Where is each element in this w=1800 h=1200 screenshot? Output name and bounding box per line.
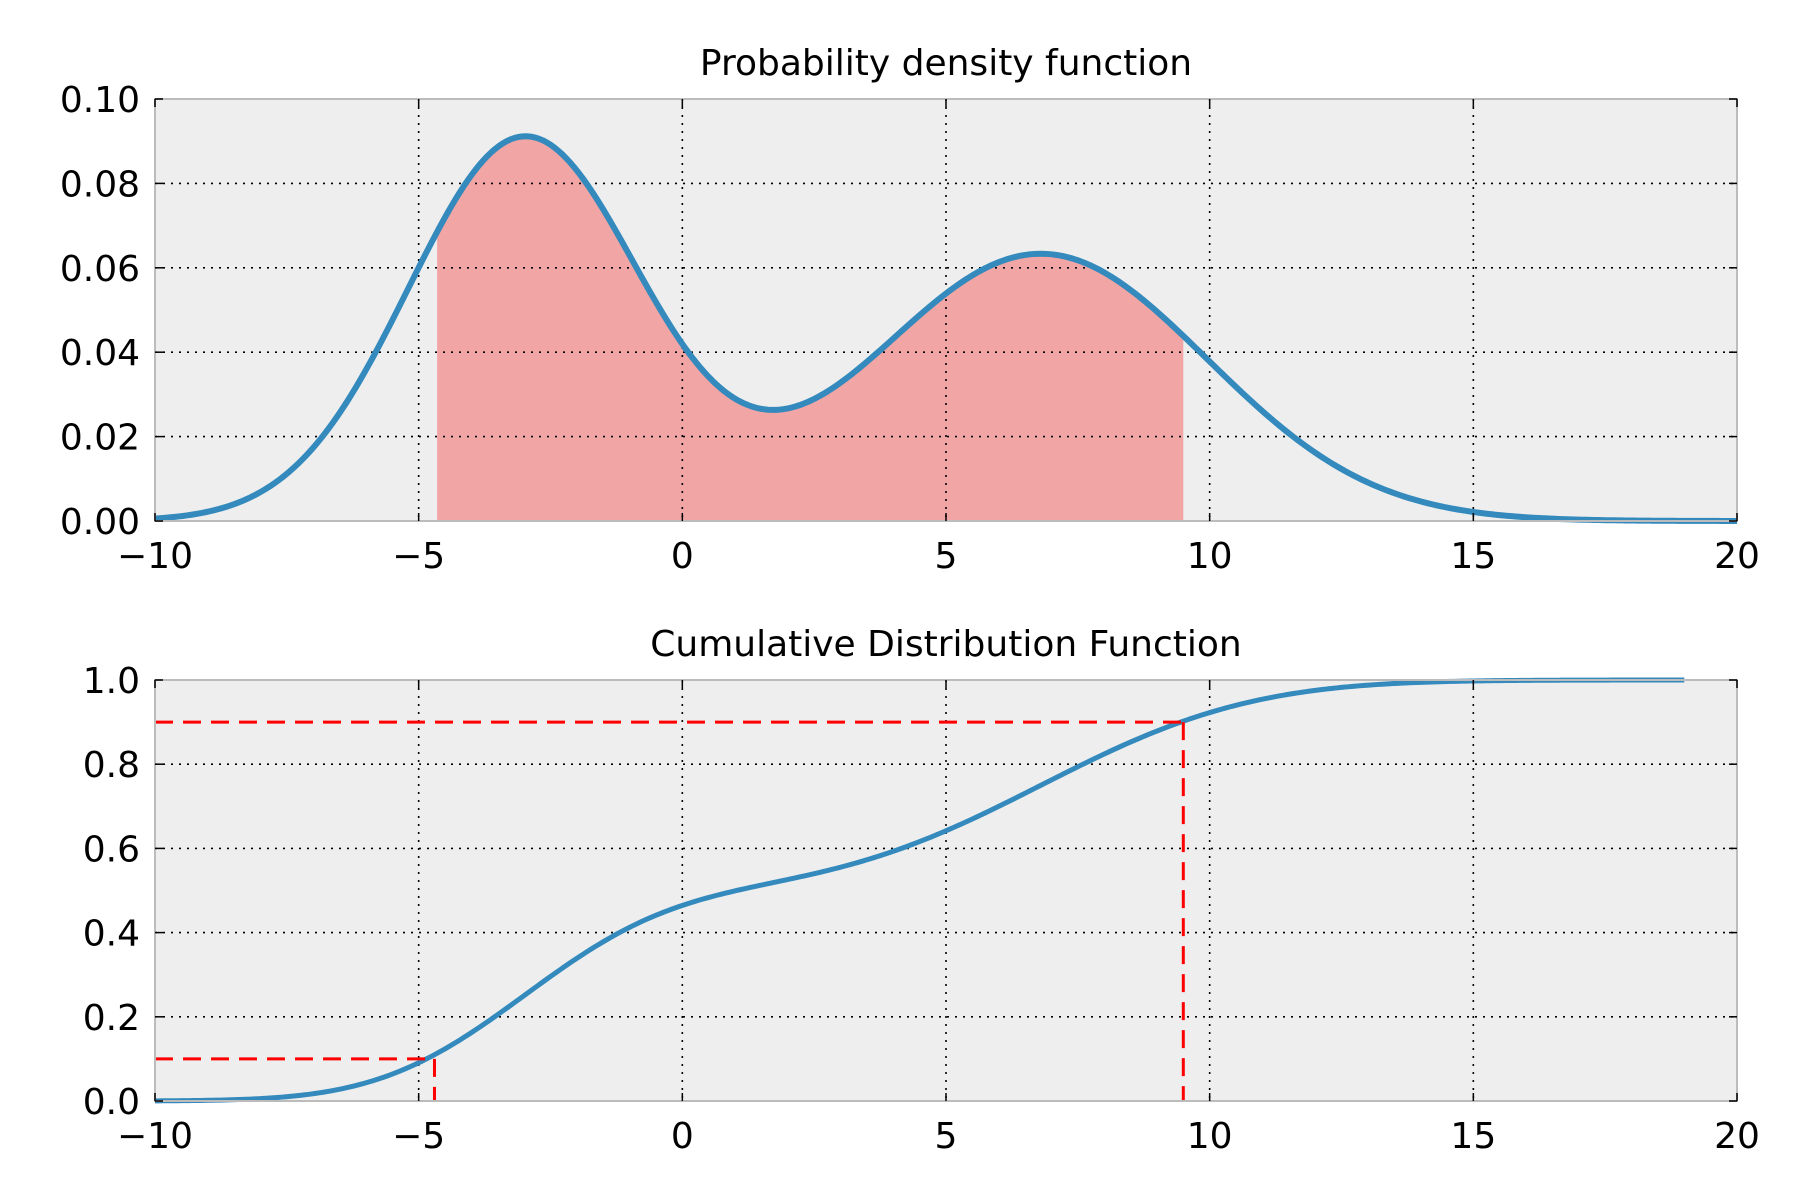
pdf-x-tick-label: 0 [671, 536, 694, 577]
cdf-x-tick-label: 5 [935, 1116, 958, 1157]
cdf-x-tick-label: 20 [1714, 1116, 1760, 1157]
cdf-y-tick-label: 0.2 [83, 998, 140, 1039]
pdf-line-group [154, 133, 1738, 524]
cdf-y-tick-label: 0.4 [83, 914, 140, 955]
pdf-y-tick-labels: 0.00 0.02 0.04 0.06 0.08 0.10 [60, 80, 140, 543]
pdf-x-tick-label: 10 [1187, 536, 1233, 577]
pdf-x-tick-label: −5 [392, 536, 445, 577]
cdf-y-tick-label: 0.0 [83, 1082, 140, 1123]
pdf-y-tick-label: 0.00 [60, 502, 140, 543]
pdf-x-tick-label: 20 [1714, 536, 1760, 577]
pdf-y-tick-label: 0.06 [60, 249, 140, 290]
cdf-x-tick-label: 10 [1187, 1116, 1233, 1157]
pdf-y-tick-label: 0.02 [60, 418, 140, 459]
pdf-shaded-area [437, 136, 1184, 521]
cdf-x-tick-labels: −10 −5 0 5 10 15 20 [117, 1116, 1760, 1157]
pdf-chart-title: Probability density function [700, 43, 1192, 84]
cdf-y-tick-label: 0.8 [83, 745, 140, 786]
pdf-shaded-area-group [437, 136, 1184, 521]
pdf-y-tick-label: 0.04 [60, 333, 140, 374]
pdf-chart: Probability density function −10 −5 0 5 10 15… [60, 43, 1760, 577]
pdf-y-tick-label: 0.08 [60, 164, 140, 205]
pdf-y-tick-label: 0.10 [60, 80, 140, 121]
cdf-tick-marks [154, 679, 1738, 1102]
cdf-x-tick-label: −5 [392, 1116, 445, 1157]
cdf-x-tick-label: 0 [671, 1116, 694, 1157]
pdf-x-tick-label: 5 [935, 536, 958, 577]
pdf-x-tick-label: −10 [117, 536, 193, 577]
cdf-y-tick-label: 0.6 [83, 829, 140, 870]
pdf-x-tick-label: 15 [1450, 536, 1496, 577]
cdf-chart: Cumulative Distribution Function −10 −5 0 5… [83, 624, 1760, 1157]
pdf-line [154, 133, 1738, 524]
cdf-chart-title: Cumulative Distribution Function [650, 624, 1242, 665]
cdf-line-group [154, 677, 1685, 1104]
pdf-x-tick-labels: −10 −5 0 5 10 15 20 [117, 536, 1760, 577]
cdf-line [154, 677, 1685, 1104]
cdf-y-tick-labels: 0.0 0.2 0.4 0.6 0.8 1.0 [83, 661, 140, 1123]
cdf-y-tick-label: 1.0 [83, 661, 140, 702]
pdf-tick-marks [154, 98, 1738, 522]
cdf-x-tick-label: 15 [1450, 1116, 1496, 1157]
cdf-quantile-markers [155, 720, 1185, 1101]
cdf-x-tick-label: −10 [117, 1116, 193, 1157]
cdf-plot-area [155, 680, 1737, 1101]
